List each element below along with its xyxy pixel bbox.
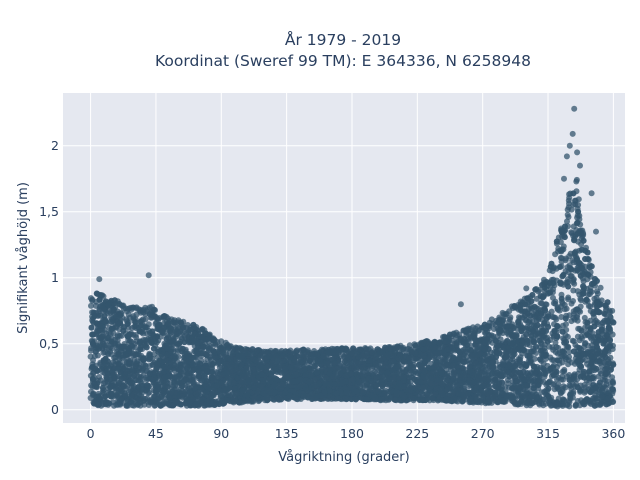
data-point [473, 398, 480, 405]
data-point [594, 290, 601, 297]
data-point [574, 214, 581, 221]
data-point [552, 251, 559, 258]
data-point [142, 362, 148, 369]
data-point [555, 344, 562, 351]
data-point [581, 368, 588, 375]
data-point [561, 368, 568, 375]
data-point [554, 376, 560, 383]
data-point [568, 206, 575, 213]
data-point [111, 402, 117, 409]
data-point [570, 287, 577, 294]
chart-title-line-1: År 1979 - 2019 [285, 30, 401, 49]
data-point [574, 288, 581, 295]
data-point [565, 283, 572, 290]
data-point [88, 324, 95, 331]
data-point [565, 278, 572, 285]
data-point [536, 372, 543, 379]
data-point [114, 332, 121, 339]
data-point [557, 254, 564, 261]
data-points [87, 105, 617, 410]
data-point [572, 402, 579, 409]
data-point [567, 273, 574, 280]
data-point [581, 382, 588, 388]
data-point [399, 369, 406, 376]
data-point [550, 294, 556, 301]
data-point [88, 295, 94, 302]
data-point [218, 338, 225, 345]
data-point [130, 313, 137, 320]
data-point [562, 257, 569, 264]
data-point [555, 306, 561, 313]
data-point [606, 307, 613, 314]
chart-title-line-2: Koordinat (Sweref 99 TM): E 364336, N 62… [155, 52, 531, 70]
data-point [542, 369, 549, 376]
data-point [570, 298, 576, 304]
data-point [533, 295, 540, 302]
data-point [88, 302, 94, 309]
data-point [595, 373, 602, 380]
data-point [532, 304, 539, 310]
data-point [564, 211, 571, 218]
data-point [88, 345, 95, 352]
data-point [516, 356, 523, 363]
data-point [565, 344, 572, 351]
data-point [549, 313, 556, 320]
data-point [585, 303, 592, 309]
data-point [555, 395, 562, 402]
data-point [566, 349, 573, 355]
data-point [560, 243, 567, 250]
data-point [573, 176, 580, 183]
